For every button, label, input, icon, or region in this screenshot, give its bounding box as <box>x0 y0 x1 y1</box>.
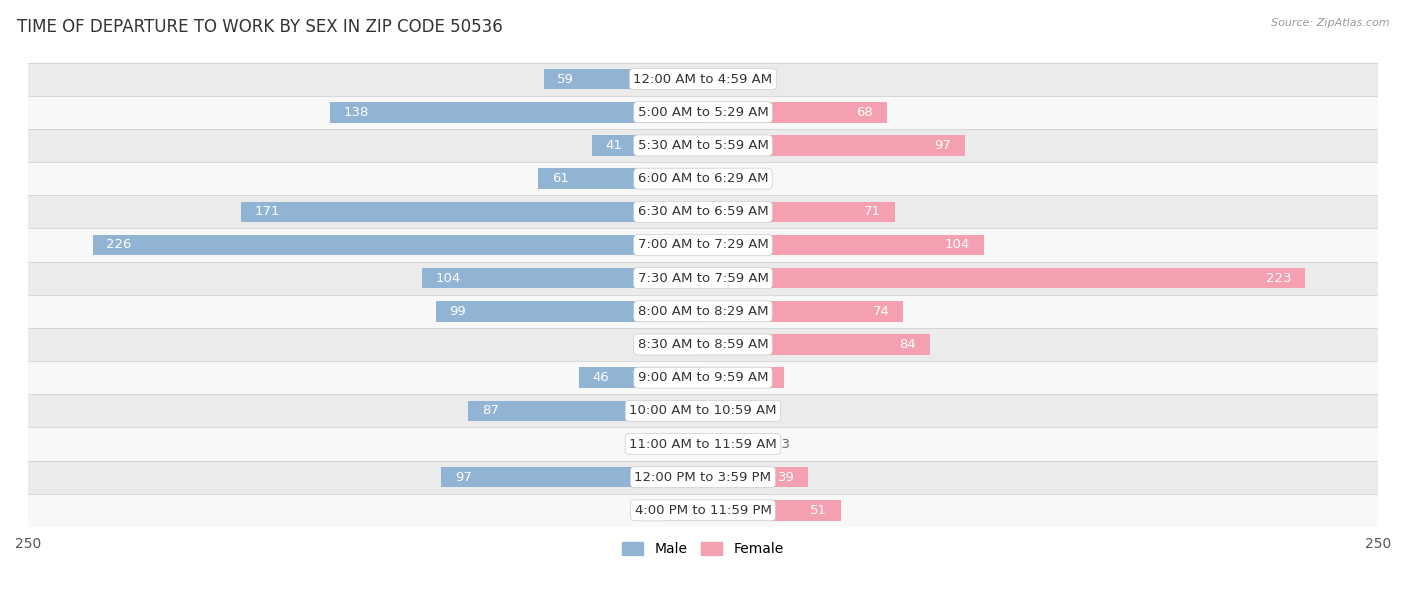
Bar <box>703 467 808 488</box>
Bar <box>703 334 929 355</box>
Text: 6:00 AM to 6:29 AM: 6:00 AM to 6:29 AM <box>638 172 768 185</box>
Bar <box>28 129 1378 162</box>
Text: 23: 23 <box>773 438 790 450</box>
Text: 59: 59 <box>557 72 574 86</box>
Text: 223: 223 <box>1265 271 1292 285</box>
Text: 8:30 AM to 8:59 AM: 8:30 AM to 8:59 AM <box>638 338 768 351</box>
Bar <box>422 268 703 289</box>
Text: 15: 15 <box>637 504 654 517</box>
Bar <box>579 368 703 388</box>
Bar <box>28 328 1378 361</box>
Bar <box>538 168 703 189</box>
Text: 12:00 AM to 4:59 AM: 12:00 AM to 4:59 AM <box>634 72 772 86</box>
Bar <box>703 135 965 156</box>
Text: 71: 71 <box>865 206 882 219</box>
Text: 41: 41 <box>606 139 623 152</box>
Bar <box>592 135 703 156</box>
Bar <box>697 334 703 355</box>
Text: 8: 8 <box>733 405 741 418</box>
Bar <box>703 69 738 89</box>
Bar <box>703 500 841 521</box>
Bar <box>28 295 1378 328</box>
Text: 5:00 AM to 5:29 AM: 5:00 AM to 5:29 AM <box>638 106 768 119</box>
Text: 99: 99 <box>450 305 465 318</box>
Text: 51: 51 <box>810 504 827 517</box>
Text: 74: 74 <box>872 305 889 318</box>
Text: 0: 0 <box>686 438 695 450</box>
Text: 7:00 AM to 7:29 AM: 7:00 AM to 7:29 AM <box>638 238 768 251</box>
Bar <box>242 201 703 222</box>
Text: 5:30 AM to 5:59 AM: 5:30 AM to 5:59 AM <box>637 139 769 152</box>
Bar <box>703 368 785 388</box>
Text: 104: 104 <box>436 271 461 285</box>
Text: 39: 39 <box>778 470 794 484</box>
Text: 13: 13 <box>747 72 763 86</box>
Bar <box>703 235 984 255</box>
Text: 138: 138 <box>344 106 370 119</box>
Bar <box>28 460 1378 494</box>
Text: 8:00 AM to 8:29 AM: 8:00 AM to 8:29 AM <box>638 305 768 318</box>
Bar <box>441 467 703 488</box>
Bar <box>28 361 1378 394</box>
Text: 97: 97 <box>454 470 471 484</box>
Bar <box>93 235 703 255</box>
Text: Source: ZipAtlas.com: Source: ZipAtlas.com <box>1271 18 1389 28</box>
Bar <box>703 301 903 321</box>
Bar <box>436 301 703 321</box>
Bar <box>28 96 1378 129</box>
Text: 30: 30 <box>754 371 770 384</box>
Text: 104: 104 <box>945 238 970 251</box>
Text: 171: 171 <box>254 206 280 219</box>
Text: 61: 61 <box>551 172 568 185</box>
Text: 6:30 AM to 6:59 AM: 6:30 AM to 6:59 AM <box>638 206 768 219</box>
Bar <box>703 168 714 189</box>
Text: 68: 68 <box>856 106 873 119</box>
Text: 10:00 AM to 10:59 AM: 10:00 AM to 10:59 AM <box>630 405 776 418</box>
Text: 4: 4 <box>721 172 730 185</box>
Bar <box>703 400 724 421</box>
Text: 84: 84 <box>900 338 917 351</box>
Text: 4:00 PM to 11:59 PM: 4:00 PM to 11:59 PM <box>634 504 772 517</box>
Bar <box>703 268 1305 289</box>
Text: TIME OF DEPARTURE TO WORK BY SEX IN ZIP CODE 50536: TIME OF DEPARTURE TO WORK BY SEX IN ZIP … <box>17 18 502 36</box>
Text: 9:00 AM to 9:59 AM: 9:00 AM to 9:59 AM <box>638 371 768 384</box>
Text: 97: 97 <box>935 139 952 152</box>
Text: 11:00 AM to 11:59 AM: 11:00 AM to 11:59 AM <box>628 438 778 450</box>
Bar <box>703 434 765 454</box>
Bar <box>468 400 703 421</box>
Bar <box>28 261 1378 295</box>
Text: 226: 226 <box>107 238 132 251</box>
Text: 12:00 PM to 3:59 PM: 12:00 PM to 3:59 PM <box>634 470 772 484</box>
Bar <box>28 428 1378 460</box>
Text: 2: 2 <box>681 338 689 351</box>
Bar <box>662 500 703 521</box>
Bar <box>28 62 1378 96</box>
Text: 7:30 AM to 7:59 AM: 7:30 AM to 7:59 AM <box>637 271 769 285</box>
Bar <box>28 394 1378 428</box>
Bar <box>28 195 1378 228</box>
Bar <box>330 102 703 122</box>
Bar <box>28 162 1378 195</box>
Bar <box>703 201 894 222</box>
Bar <box>544 69 703 89</box>
Text: 87: 87 <box>482 405 499 418</box>
Bar <box>703 102 887 122</box>
Bar <box>28 494 1378 527</box>
Text: 46: 46 <box>592 371 609 384</box>
Legend: Male, Female: Male, Female <box>617 537 789 562</box>
Bar <box>28 228 1378 261</box>
